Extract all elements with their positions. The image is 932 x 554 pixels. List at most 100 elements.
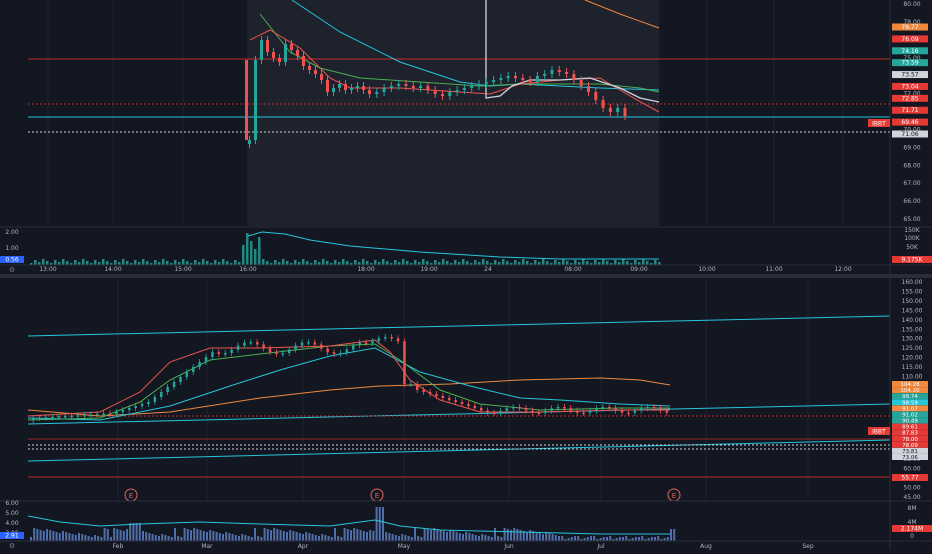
intraday-volume-bar <box>338 262 341 265</box>
daily-price-badge-bg <box>892 417 928 424</box>
daily-volume-bar <box>503 528 506 541</box>
intraday-time-label: 13:00 <box>39 266 56 273</box>
daily-price-tick: 115.00 <box>902 364 923 371</box>
intraday-settings-icon[interactable]: ⚙ <box>9 266 15 274</box>
daily-candle <box>268 348 272 353</box>
intraday-volume-bar <box>634 260 637 265</box>
daily-volume-bar <box>71 534 74 541</box>
intraday-volume-bar <box>570 263 573 265</box>
intraday-candle <box>616 108 620 112</box>
daily-price-badges: 104.28104.2099.7498.5991.0791.0290.4989.… <box>892 381 928 482</box>
daily-indicator-tick: 4.00 <box>5 520 19 527</box>
daily-volume-bar <box>638 537 640 541</box>
daily-volume-bar <box>289 530 292 541</box>
intraday-volume-bar <box>94 260 97 265</box>
daily-candle <box>384 337 387 339</box>
daily-volume-bar <box>398 536 400 541</box>
daily-ma-cyan <box>27 347 671 421</box>
intraday-volume-bar <box>250 241 253 265</box>
daily-candle <box>281 352 285 355</box>
daily-time-axis[interactable]: Feb Mar Apr May Jun Jul Aug Sep <box>113 543 814 550</box>
daily-volume-bar <box>574 536 576 541</box>
intraday-volume-curve <box>247 231 659 260</box>
intraday-candle <box>266 40 269 52</box>
daily-volume-bar <box>52 531 55 541</box>
intraday-volume-bar <box>202 259 205 265</box>
intraday-volume-bar <box>514 260 517 265</box>
intraday-time-axis[interactable]: 13:00 14:00 15:00 16:00 18:00 19:00 24 08:00 09:… <box>39 266 851 273</box>
intraday-price-badge: 73.04 <box>901 83 918 90</box>
daily-price-badge-bg <box>892 429 928 436</box>
intraday-price-badge: 72.85 <box>901 95 918 102</box>
daily-volume-curve <box>27 515 670 535</box>
daily-volume-bar <box>596 539 599 541</box>
intraday-volume-bar <box>178 262 181 265</box>
daily-volume-bar <box>311 534 314 541</box>
daily-volume-bar <box>430 530 432 541</box>
daily-volume-bar <box>215 532 218 541</box>
daily-grid <box>117 278 809 500</box>
intraday-volume-bar <box>134 260 137 265</box>
daily-volume-bar <box>647 538 650 541</box>
intraday-volume-bar <box>558 262 561 265</box>
daily-candle <box>313 342 317 345</box>
daily-price-tick: 130.00 <box>902 336 923 343</box>
intraday-volume-bar <box>318 262 321 265</box>
daily-volume-bar <box>90 537 93 541</box>
intraday-volume-bar <box>578 262 581 265</box>
intraday-volume-bar <box>354 260 357 265</box>
pane-divider[interactable] <box>0 274 932 278</box>
daily-ma-orange <box>27 377 671 417</box>
intraday-volume-bar <box>334 260 337 265</box>
intraday-chart-pane[interactable]: 80.0078.0077.0075.0074.0072.0071.0070.00… <box>0 0 932 274</box>
daily-volume-bar <box>481 534 484 541</box>
daily-candle <box>294 345 297 350</box>
intraday-volume-bar <box>382 259 385 265</box>
daily-candle <box>460 402 464 404</box>
daily-chart-pane[interactable]: E E E 160.00 155.00 150.00 145.00 140.00 135.… <box>0 278 932 550</box>
daily-candle <box>403 341 406 384</box>
daily-volume-bar <box>292 531 295 541</box>
daily-price-badge: 73.81 <box>902 449 918 455</box>
daily-settings-icon[interactable]: ⚙ <box>9 542 15 550</box>
daily-volume-bar <box>190 530 192 541</box>
intraday-price-badge-bg <box>892 59 928 67</box>
intraday-price-badge: 71.71 <box>901 107 918 114</box>
daily-candle <box>326 348 329 353</box>
intraday-candle <box>557 70 561 72</box>
daily-volume-bar <box>129 523 132 541</box>
intraday-volume-bar <box>594 260 597 265</box>
daily-volume-bar <box>324 535 327 541</box>
intraday-volume-bar <box>170 263 173 265</box>
intraday-candle <box>338 84 341 88</box>
daily-volume-bar <box>94 535 96 541</box>
daily-volume-bar <box>586 537 589 541</box>
intraday-volume-bar <box>426 261 429 265</box>
daily-time-label: Mar <box>201 543 213 550</box>
intraday-volume-bar <box>538 262 541 265</box>
daily-volume-bar <box>478 536 480 541</box>
intraday-volume-bar <box>274 260 277 265</box>
daily-volume-bar <box>218 533 221 541</box>
intraday-volume-bar <box>90 263 93 265</box>
intraday-volume-bar <box>242 245 245 265</box>
intraday-volume-bar <box>590 263 593 265</box>
daily-candle <box>57 416 61 418</box>
intraday-volume-bar <box>310 263 313 265</box>
intraday-volume-bar <box>582 259 585 265</box>
intraday-volume-bar <box>390 263 393 265</box>
intraday-time-label: 10:00 <box>698 266 715 273</box>
daily-indicator-badge-bg <box>0 532 24 539</box>
intraday-candle <box>314 70 317 74</box>
daily-candle <box>217 352 221 354</box>
daily-volume-bar <box>241 534 244 541</box>
intraday-candles <box>245 36 627 148</box>
daily-price-badge: 55.77 <box>901 475 918 482</box>
daily-volume-bar <box>327 536 330 541</box>
intraday-volume-bar <box>306 261 309 265</box>
daily-volume-tick: 8M <box>908 505 917 512</box>
daily-candle <box>492 412 496 415</box>
intraday-volume-bar <box>522 259 525 265</box>
